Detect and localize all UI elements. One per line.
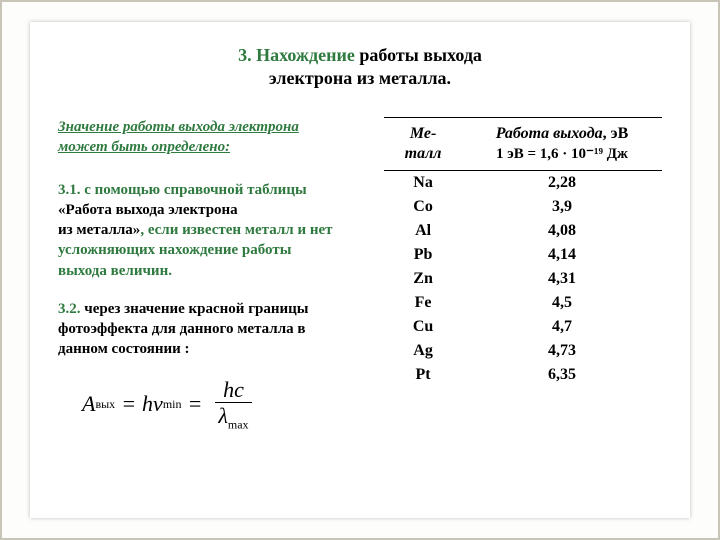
table-row: Cu4,7: [384, 315, 662, 339]
cell-work: 3,9: [462, 195, 662, 219]
paragraph-3-1: 3.1. с помощью справочной таблицы «Работ…: [58, 180, 366, 281]
right-column: Ме- талл Работа выхода, эВ 1 эВ = 1,6 · …: [384, 117, 662, 387]
formula-hv: hν: [142, 389, 163, 419]
p32-num: 3.2.: [58, 301, 81, 317]
th-work: Работа выхода, эВ 1 эВ = 1,6 · 10⁻¹⁹ Дж: [462, 118, 662, 171]
formula-A: A: [82, 389, 95, 419]
p31-a2: , если известен металл и нет: [140, 222, 332, 238]
cell-work: 4,5: [462, 291, 662, 315]
table-row: Fe4,5: [384, 291, 662, 315]
title-line2: электрона из металла.: [269, 68, 451, 88]
cell-metal: Fe: [384, 291, 462, 315]
table-row: Ag4,73: [384, 339, 662, 363]
table-row: Co3,9: [384, 195, 662, 219]
cell-work: 4,08: [462, 219, 662, 243]
subtitle-l2: может быть определено:: [58, 139, 230, 155]
p32-t2: фотоэффекта для данного металла в: [58, 321, 305, 337]
p32-t1: через значение красной границы: [84, 301, 308, 317]
formula-hc: hc: [215, 378, 252, 403]
body-row: Значение работы выхода электрона может б…: [58, 117, 662, 431]
th-metal: Ме- талл: [384, 118, 462, 171]
cell-work: 6,35: [462, 363, 662, 387]
table-row: Pt6,35: [384, 363, 662, 387]
slide-card: 3. Нахождение работы выхода электрона из…: [30, 22, 690, 518]
table-row: Al4,08: [384, 219, 662, 243]
p31-a4: выхода величин.: [58, 263, 172, 279]
cell-work: 4,14: [462, 243, 662, 267]
p31-b2: из металла»: [58, 222, 140, 238]
title-accent-1: Нахождение: [256, 45, 355, 65]
cell-metal: Zn: [384, 267, 462, 291]
slide-title: 3. Нахождение работы выхода электрона из…: [198, 44, 522, 89]
cell-metal: Co: [384, 195, 462, 219]
p31-a1: с помощью справочной таблицы: [84, 182, 306, 198]
left-column: Значение работы выхода электрона может б…: [58, 117, 384, 431]
formula-block: Aвых = hνmin = hc λmax: [58, 378, 366, 431]
table-row: Pb4,14: [384, 243, 662, 267]
formula-A-sub: вых: [95, 396, 115, 412]
cell-metal: Na: [384, 171, 462, 196]
formula-lambda-max: λmax: [212, 403, 254, 431]
cell-work: 4,7: [462, 315, 662, 339]
paragraph-3-2: 3.2. через значение красной границы фото…: [58, 299, 366, 360]
cell-metal: Pt: [384, 363, 462, 387]
cell-work: 2,28: [462, 171, 662, 196]
formula-eq2: =: [187, 389, 202, 419]
cell-work: 4,31: [462, 267, 662, 291]
p31-num: 3.1.: [58, 182, 81, 198]
cell-work: 4,73: [462, 339, 662, 363]
table-body: Na2,28Co3,9Al4,08Pb4,14Zn4,31Fe4,5Cu4,7A…: [384, 171, 662, 388]
formula-eq1: =: [121, 389, 136, 419]
cell-metal: Pb: [384, 243, 462, 267]
cell-metal: Cu: [384, 315, 462, 339]
p31-b1: «Работа выхода электрона: [58, 202, 238, 218]
table-row: Zn4,31: [384, 267, 662, 291]
title-black-1: работы выхода: [359, 45, 482, 65]
formula-min: min: [163, 396, 182, 412]
slide-frame: 3. Нахождение работы выхода электрона из…: [0, 0, 720, 540]
table-row: Na2,28: [384, 171, 662, 196]
cell-metal: Al: [384, 219, 462, 243]
work-function-table: Ме- талл Работа выхода, эВ 1 эВ = 1,6 · …: [384, 117, 662, 387]
subtitle: Значение работы выхода электрона может б…: [58, 117, 366, 158]
cell-metal: Ag: [384, 339, 462, 363]
title-number: 3.: [238, 45, 252, 65]
subtitle-l1: Значение работы выхода электрона: [58, 119, 299, 135]
p32-t3: данном состоянии :: [58, 341, 190, 357]
p31-a3: усложняющих нахождение работы: [58, 242, 291, 258]
formula-fraction: hc λmax: [212, 378, 254, 431]
formula: Aвых = hνmin = hc λmax: [82, 378, 259, 431]
